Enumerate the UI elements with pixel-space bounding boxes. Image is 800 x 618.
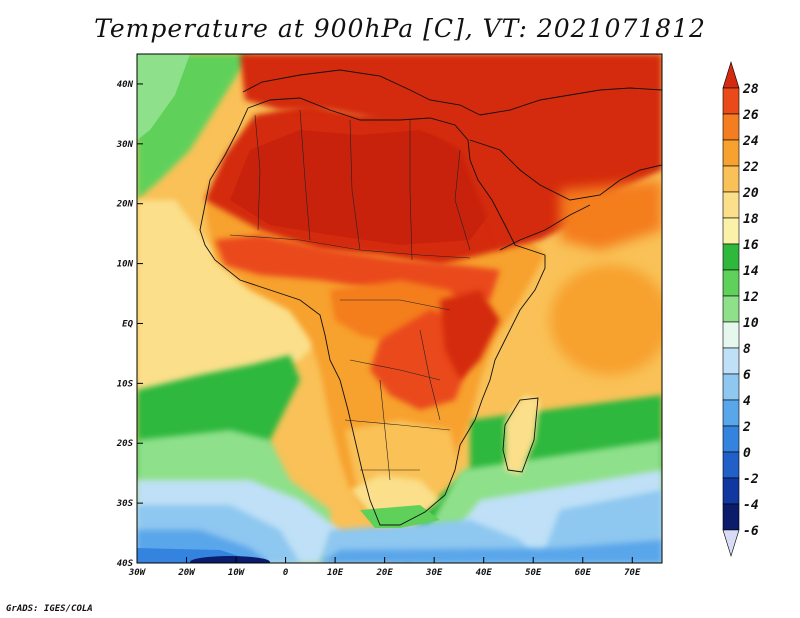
x-tick-label: 70E: [624, 568, 641, 578]
coastlines: [199, 69, 662, 526]
colorbar-swatch: [722, 347, 740, 375]
colorbar-swatch: [722, 503, 740, 531]
x-axis: 30W 20W 10W 0 10E 20E 30E 40E 50E 60E 70E: [128, 557, 641, 578]
x-tick-label: 50E: [525, 568, 542, 578]
map-frame: [136, 53, 663, 564]
colorbar-swatch: [722, 295, 740, 323]
colorbar-swatch: [722, 217, 740, 245]
colorbar-swatch: [722, 113, 740, 141]
colorbar-label: -6: [743, 524, 759, 539]
colorbar-swatch: [722, 269, 740, 297]
y-tick-label: 10S: [117, 379, 134, 389]
x-tick-label: 60E: [575, 568, 592, 578]
colorbar-label: 6: [743, 368, 751, 383]
colorbar-swatch: [722, 139, 740, 167]
colorbar-label: 16: [743, 238, 759, 253]
x-tick-label: 10E: [327, 568, 344, 578]
colorbar-swatch: [722, 60, 740, 89]
y-tick-label: 20N: [116, 200, 134, 210]
colorbar-label: 8: [743, 342, 751, 357]
colorbar-label: 28: [742, 82, 759, 97]
colorbar-label: 22: [742, 160, 759, 175]
y-tick-label: 30N: [116, 140, 134, 150]
colorbar-label: -4: [743, 498, 759, 513]
y-tick-label: 40N: [117, 80, 134, 90]
map-title: Temperature at 900hPa [C], VT: 202107181…: [94, 14, 706, 43]
temperature-field: [137, 54, 662, 563]
y-tick-label: EQ: [122, 319, 133, 329]
x-tick-label: 10W: [228, 568, 246, 578]
x-tick-label: 20E: [376, 568, 394, 578]
colorbar-label: 18: [743, 212, 759, 227]
colorbar-label: -2: [743, 472, 759, 487]
credit-text: GrADS: IGES/COLA: [6, 604, 93, 614]
colorbar-label: 14: [743, 264, 759, 279]
y-axis: 40N 30N 20N 10N EQ 10S 20S 30S 40S: [116, 80, 143, 569]
colorbar-swatch: [722, 191, 740, 219]
y-tick-label: 30S: [116, 499, 134, 509]
colorbar-label: 26: [742, 108, 759, 123]
colorbar-label: 0: [743, 446, 751, 461]
colorbar-swatch: [722, 243, 740, 271]
colorbar-swatch: [722, 165, 740, 193]
colorbar-swatch: [722, 477, 740, 505]
x-tick-label: 30W: [128, 568, 147, 578]
country-borders: [229, 109, 471, 481]
x-tick-label: 20W: [177, 568, 196, 578]
colorbar-swatch: [722, 451, 740, 479]
colorbar-swatch: [722, 373, 740, 401]
x-tick-label: 30E: [425, 568, 443, 578]
colorbar-label: 24: [742, 134, 759, 149]
colorbar-label: 4: [743, 394, 751, 409]
colorbar-label: 20: [742, 186, 759, 201]
x-tick-label: 0: [283, 568, 289, 578]
y-tick-label: 40S: [117, 559, 134, 569]
colorbar-label: 12: [743, 290, 759, 305]
colorbar-swatch: [722, 529, 740, 558]
colorbar-swatch: [722, 321, 740, 349]
y-tick-label: 10N: [117, 260, 134, 270]
colorbar-label: 10: [743, 316, 759, 331]
colorbar-swatch: [722, 87, 740, 115]
colorbar-swatch: [722, 399, 740, 427]
colorbar-label: 2: [742, 420, 751, 435]
x-tick-label: 40E: [476, 568, 493, 578]
colorbar-swatch: [722, 425, 740, 453]
y-tick-label: 20S: [116, 439, 134, 449]
